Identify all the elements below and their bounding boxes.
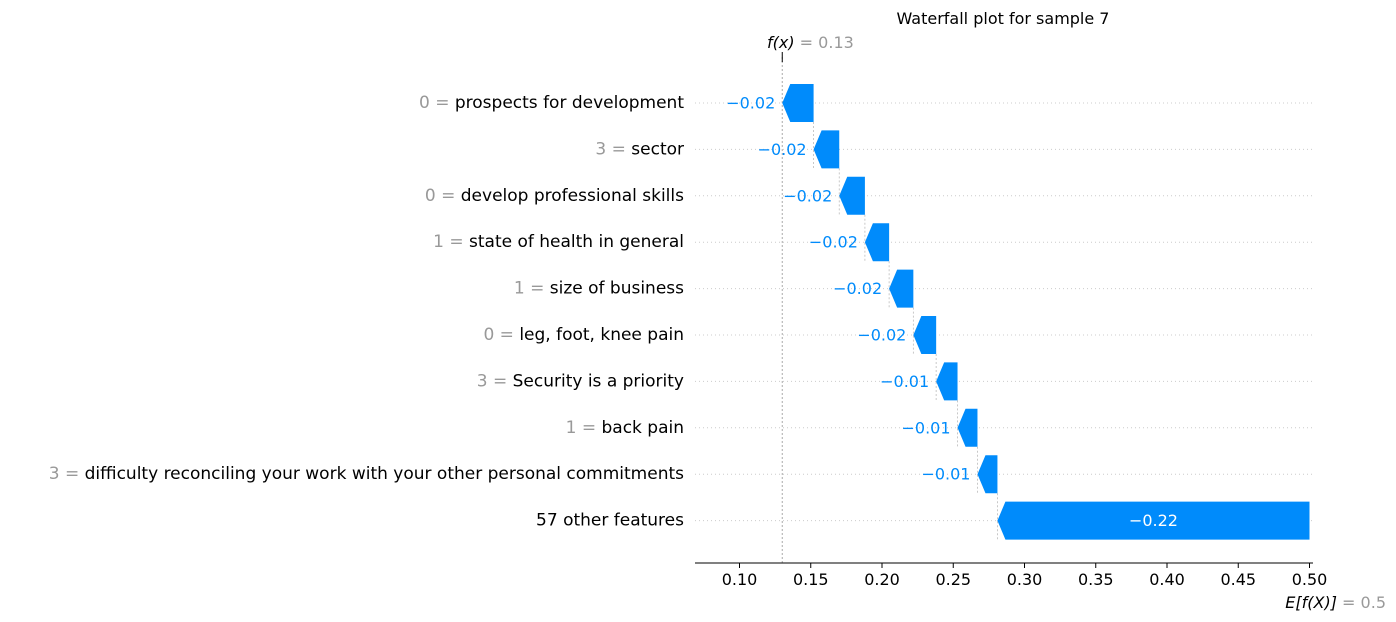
feature-label: 0 = leg, foot, knee pain: [483, 325, 684, 345]
fx-label: f(x): [767, 33, 795, 52]
x-tick-label: 0.30: [1007, 570, 1043, 589]
ex-label: E[f(X)]: [1285, 593, 1337, 612]
feature-name: develop professional skills: [461, 186, 684, 206]
reference-lines: [781, 52, 998, 563]
feature-label: 0 = develop professional skills: [425, 186, 684, 206]
fx-value: 0.13: [818, 33, 854, 52]
feature-value: 0 =: [419, 93, 455, 113]
bar-value-label: −0.02: [783, 186, 832, 205]
feature-value: 0 =: [483, 325, 519, 345]
contribution-bar: [782, 84, 814, 122]
x-tick-label: 0.50: [1292, 570, 1328, 589]
contribution-bar: [889, 269, 914, 308]
feature-name: difficulty reconciling your work with yo…: [85, 464, 685, 484]
bar-value-label: −0.02: [726, 94, 775, 113]
contribution-bar: [913, 316, 937, 354]
feature-label: 0 = prospects for development: [419, 93, 684, 113]
x-tick-label: 0.25: [935, 570, 971, 589]
bar-value-label: −0.02: [758, 140, 807, 159]
feature-label: 1 = state of health in general: [433, 232, 684, 252]
bar-value-label: −0.01: [921, 465, 970, 484]
bar-value-label: −0.01: [880, 372, 929, 391]
x-tick-label: 0.20: [864, 570, 900, 589]
feature-label: 1 = size of business: [514, 279, 684, 299]
row-gridlines: [695, 102, 1313, 522]
contribution-bar: [936, 362, 958, 401]
feature-label: 3 = sector: [595, 139, 684, 159]
feature-label: 57 other features: [536, 511, 684, 531]
contribution-bar: [864, 223, 890, 262]
bar-value-label: −0.02: [809, 233, 858, 252]
chart-title: Waterfall plot for sample 7: [897, 9, 1110, 28]
feature-value: 3 =: [49, 464, 85, 484]
ex-annotation: E[f(X)] = 0.5: [1285, 593, 1386, 612]
feature-value: 3 =: [595, 139, 631, 159]
feature-label: 3 = Security is a priority: [477, 371, 684, 391]
feature-name: Security is a priority: [513, 371, 684, 391]
x-tick-label: 0.45: [1220, 570, 1256, 589]
fx-annotation: f(x) = 0.13: [767, 33, 854, 52]
bar-value-label: −0.01: [901, 418, 950, 437]
feature-label: 3 = difficulty reconciling your work wit…: [49, 464, 684, 484]
bar-value-label: −0.02: [857, 326, 906, 345]
contribution-bar: [839, 176, 865, 215]
bar-value-label: −0.02: [833, 279, 882, 298]
feature-labels: 0 = prospects for development 3 = sector 0…: [49, 93, 685, 531]
feature-label: 1 = back pain: [566, 418, 684, 438]
feature-value: 1 =: [566, 418, 602, 438]
feature-name: 57 other features: [536, 511, 684, 531]
feature-name: sector: [631, 139, 684, 159]
feature-value: 1 =: [433, 232, 469, 252]
x-tick-label: 0.10: [722, 570, 758, 589]
x-axis: 0.10 0.15 0.20 0.25 0.30 0.35 0.40 0.45 0.50: [695, 562, 1328, 589]
ex-value: 0.5: [1361, 593, 1386, 612]
feature-name: state of health in general: [469, 232, 684, 252]
feature-name: prospects for development: [455, 93, 684, 113]
feature-name: size of business: [550, 279, 684, 299]
feature-value: 3 =: [477, 371, 513, 391]
feature-value: 0 =: [425, 186, 461, 206]
contribution-bar: [813, 130, 840, 169]
bar-value-label: −0.22: [1129, 511, 1178, 530]
x-tick-label: 0.40: [1149, 570, 1185, 589]
x-tick-label: 0.15: [793, 570, 829, 589]
contribution-bars: −0.02 −0.02 −0.02 −0.02 −0.02 −0.02 −0.01 −0.01…: [726, 84, 1310, 540]
contribution-bar: [977, 455, 998, 494]
x-tick-label: 0.35: [1078, 570, 1114, 589]
feature-name: back pain: [601, 418, 684, 438]
contribution-bar: [957, 408, 978, 447]
feature-value: 1 =: [514, 279, 550, 299]
feature-name: leg, foot, knee pain: [519, 325, 684, 345]
contribution-bar: [997, 501, 1310, 540]
